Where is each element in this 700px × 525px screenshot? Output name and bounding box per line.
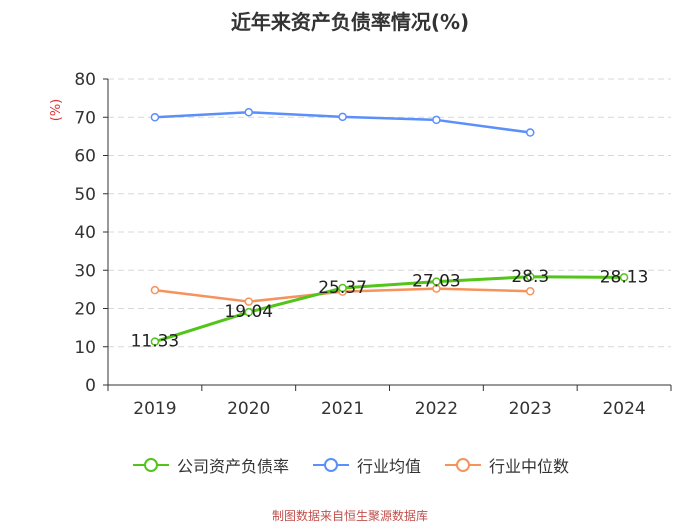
legend-label-industry-median: 行业中位数	[489, 457, 570, 476]
legend-item-industry-median[interactable]: 行业中位数	[443, 453, 569, 477]
x-tick-label: 2023	[509, 399, 552, 419]
axes: 0 10 20 30 40 50 60 70 80 (%) 2019 2020 2021 2022 2023…	[49, 70, 672, 419]
data-label: 27.03	[412, 272, 461, 292]
data-point	[150, 113, 160, 122]
y-tick-label: 30	[74, 261, 96, 281]
data-point	[526, 272, 535, 282]
x-tick-label: 2020	[227, 399, 270, 419]
y-tick-label: 80	[74, 70, 96, 90]
legend-item-industry-mean[interactable]: 行业均值	[311, 453, 421, 477]
y-tick-label: 0	[85, 376, 96, 396]
x-tick-label: 2021	[321, 399, 364, 419]
x-tick-label: 2022	[415, 399, 458, 419]
data-point	[150, 285, 160, 295]
data-point	[526, 287, 535, 296]
series	[150, 108, 629, 346]
series-line	[154, 275, 625, 344]
y-tick-label: 40	[74, 223, 96, 243]
data-label: 11.33	[131, 332, 180, 352]
data-point	[338, 112, 347, 122]
data-point	[432, 277, 441, 286]
data-point	[244, 307, 253, 317]
legend-label-company: 公司资产负债率	[176, 457, 289, 476]
y-tick-label: 20	[74, 300, 96, 320]
x-tick-label: 2024	[602, 399, 645, 419]
data-point	[150, 337, 160, 346]
legend-marker-industry-median	[445, 458, 481, 472]
source-note: 制图数据来自恒生聚源数据库	[271, 509, 428, 523]
data-point	[619, 273, 629, 282]
data-label: 28.3	[511, 267, 549, 287]
data-label: 28.13	[600, 267, 649, 287]
data-point	[338, 283, 347, 293]
y-tick-label: 70	[74, 108, 96, 128]
legend-item-company[interactable]: 公司资产负债率	[131, 453, 289, 477]
y-tick-label: 50	[74, 185, 96, 205]
legend: 公司资产负债率 行业均值 行业中位数	[0, 453, 700, 477]
y-axis-label: (%)	[49, 99, 64, 122]
grid-lines	[108, 78, 671, 348]
y-tick-label: 60	[74, 147, 96, 167]
data-point	[526, 128, 535, 137]
y-tick-label: 10	[74, 338, 96, 358]
data-label: 19.04	[224, 302, 273, 322]
legend-marker-company	[132, 458, 169, 472]
x-tick-label: 2019	[133, 399, 176, 419]
legend-marker-industry-mean	[312, 458, 349, 472]
data-point	[432, 115, 441, 125]
legend-label-industry-mean: 行业均值	[356, 457, 421, 476]
data-point	[244, 297, 253, 306]
data-label: 25.37	[318, 278, 367, 298]
data-labels: 11.33 19.04 25.37 27.03 28.3 28.13	[131, 267, 649, 352]
data-point	[244, 108, 253, 117]
chart-title: 近年来资产负债率情况(%)	[230, 10, 470, 34]
